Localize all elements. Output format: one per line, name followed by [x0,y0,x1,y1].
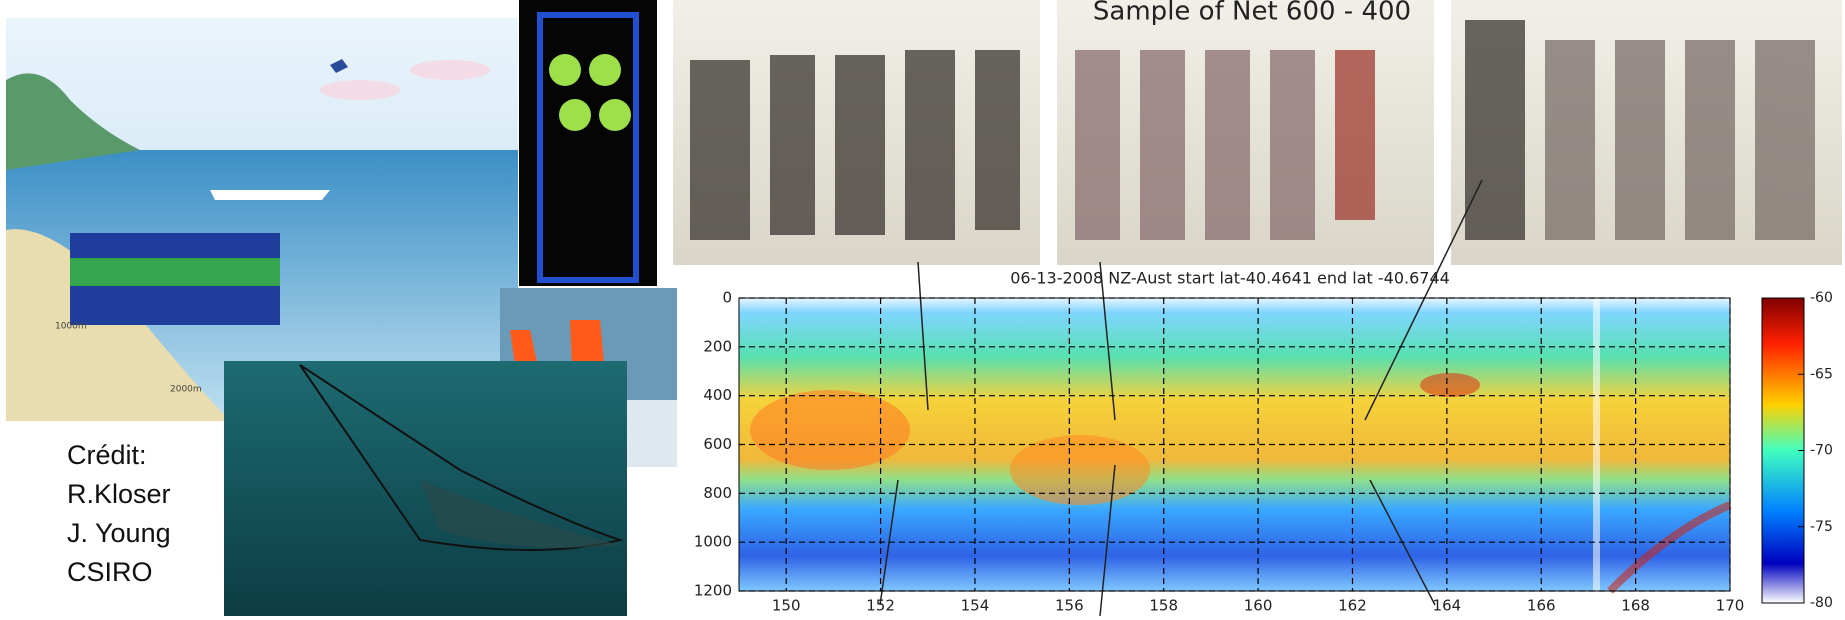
x-tick-label: 150 [772,597,801,615]
y-tick-label: 600 [703,435,732,453]
x-tick-label: 168 [1621,597,1650,615]
y-tick-label: 800 [703,484,732,502]
net-photos: Sample of Net 600 - 400 [673,0,1842,265]
colorbar-tick-label: -60 [1810,290,1833,306]
colorbar-tick-label: -80 [1810,595,1833,611]
credit-line: CSIRO [67,557,153,587]
x-tick-label: 152 [866,597,895,615]
credit-line: Crédit: [67,440,147,470]
y-tick-label: 0 [722,289,732,307]
x-tick-label: 158 [1149,597,1178,615]
x-tick-label: 166 [1527,597,1556,615]
photo-title: Sample of Net 600 - 400 [1093,0,1411,27]
y-tick-label: 1000 [694,533,732,551]
x-tick-label: 162 [1338,597,1367,615]
x-tick-label: 156 [1055,597,1084,615]
x-tick-label: 154 [961,597,990,615]
page: {"credit": {"lines": ["Crédit:", "R.Klos… [0,0,1845,616]
instrument-photo [519,0,657,286]
y-tick-label: 400 [703,386,732,404]
x-tick-label: 170 [1716,597,1745,615]
credit-line: R.Kloser [67,479,171,509]
chart-title: 06-13-2008 NZ-Aust start lat-40.4641 end… [1010,269,1450,288]
ocean-illustration: 1000m 2000m [6,18,518,421]
slide: 1000m 2000m Crédit: R.Kloser J. Young CS… [0,0,1845,616]
credit-line: J. Young [67,518,171,548]
colorbar-tick-label: -65 [1810,366,1833,382]
colorbar-tick-label: -75 [1810,519,1833,535]
depth-label: 2000m [170,385,202,395]
depth-label: 1000m [55,322,87,332]
x-tick-label: 160 [1244,597,1273,615]
net-illustration [224,361,627,616]
x-tick-label: 164 [1433,597,1462,615]
colorbar [1762,298,1804,603]
y-tick-label: 200 [703,337,732,355]
colorbar-tick-label: -70 [1810,443,1833,459]
y-tick-label: 1200 [694,582,732,600]
